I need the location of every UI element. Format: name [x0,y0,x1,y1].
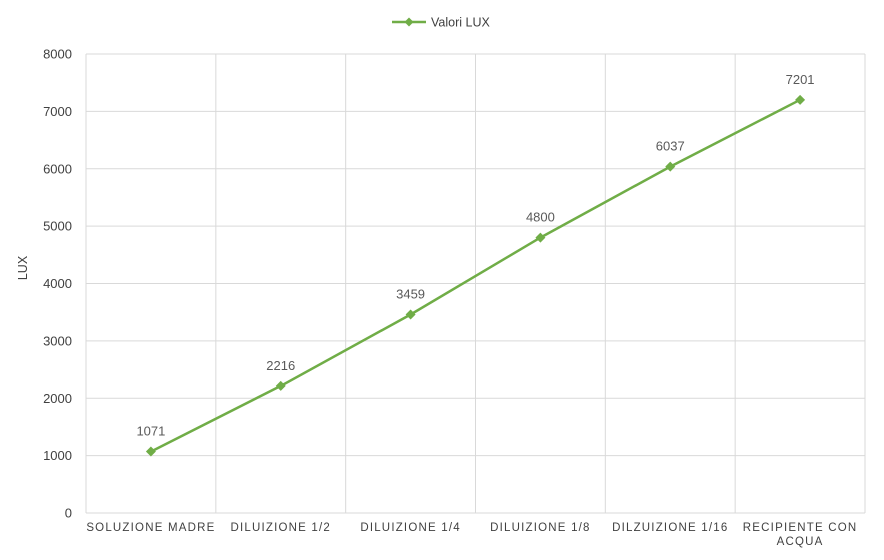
y-tick-label: 6000 [43,161,72,176]
y-tick-label: 4000 [43,276,72,291]
y-axis-title: LUX [16,255,30,280]
x-category-label: DILZUIZIONE 1/16 [612,522,728,534]
y-axis-tick-labels: 0 1000 2000 3000 4000 5000 6000 7000 8000 [43,47,72,521]
gridlines [85,53,866,514]
y-tick-label: 5000 [43,219,72,234]
y-tick-label: 7000 [43,104,72,119]
x-category-label: DILUIZIONE 1/2 [230,522,331,534]
data-point-marker [275,380,286,391]
y-tick-label: 2000 [43,391,72,406]
data-point-marker [405,309,416,320]
x-axis-tick-labels: SOLUZIONE MADRE DILUIZIONE 1/2 DILUIZIONE … [86,522,858,548]
x-category-label: SOLUZIONE MADRE [86,522,215,534]
data-value-label: 7201 [786,72,815,87]
chart-legend: Valori LUX [392,16,490,30]
y-tick-label: 3000 [43,333,72,348]
series-line-valori-lux [150,98,801,453]
data-point-marker [665,161,676,172]
data-value-label: 1071 [136,424,165,439]
data-value-label: 6037 [656,139,685,154]
y-tick-label: 1000 [43,448,72,463]
series-markers [145,94,806,457]
data-value-label: 3459 [396,287,425,302]
x-category-label: ACQUA [777,536,824,548]
data-labels: 1071 2216 3459 4800 6037 7201 [136,72,814,439]
data-value-label: 4800 [526,210,555,225]
data-point-marker [145,446,156,457]
legend-label: Valori LUX [431,16,490,30]
y-tick-label: 8000 [43,47,72,62]
x-category-label: DILUIZIONE 1/8 [490,522,591,534]
legend-diamond-marker [404,17,414,27]
data-point-marker [795,94,806,105]
y-tick-label: 0 [65,506,72,521]
data-value-label: 2216 [266,358,295,373]
x-category-label: RECIPIENTE CON [743,522,858,534]
x-category-label: DILUIZIONE 1/4 [360,522,461,534]
data-point-marker [535,232,546,243]
